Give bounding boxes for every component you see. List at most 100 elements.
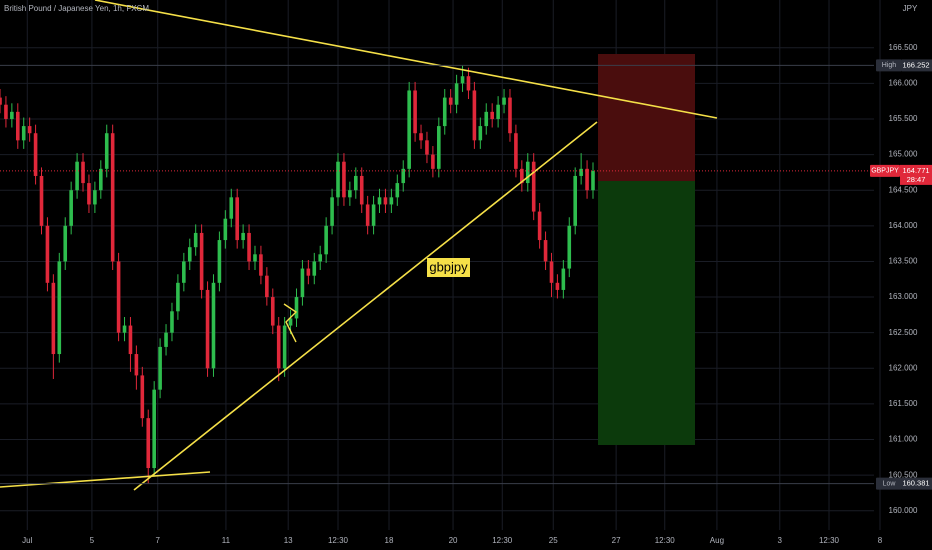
candle-body [579,168,583,176]
y-tick-label: 166.000 [889,78,918,87]
x-tick-label: 8 [878,536,883,545]
x-tick-label: 12:30 [655,536,676,545]
candle-body [134,354,139,376]
price-tag [902,59,932,72]
x-tick-label: Aug [710,536,724,545]
candle-body [75,161,79,191]
candle-body [365,204,370,226]
candle-body [63,225,68,262]
candle-body [176,282,180,312]
candle-body [425,140,429,155]
candle-body [265,275,269,298]
candle-body [312,261,317,276]
candle-body [561,268,566,290]
candle-body [57,261,62,355]
candle-body [164,332,168,347]
price-tag-text: 166.252 [902,60,929,69]
candle-body [276,325,281,369]
candle-body [170,311,174,333]
candle-body [187,247,192,262]
candle-body [383,197,388,205]
y-tick-label: 165.500 [889,114,918,123]
candle-body [99,168,103,191]
candle-body [69,190,73,226]
candle-body [437,126,441,169]
last-tag-name-text: GBPJPY [871,168,899,175]
candle-body [193,232,198,248]
candle-body [359,175,364,205]
candle-body [478,126,483,141]
trend-line [94,0,718,119]
x-tick-label: 7 [156,536,161,545]
candle-body [401,168,406,184]
price-tag-text: 160.381 [902,479,929,488]
candles [0,65,595,484]
candle-body [253,254,257,262]
candle-body [235,197,239,241]
price-tag-name [876,477,902,490]
x-tick-label: 3 [778,536,783,545]
y-tick-label: 162.000 [889,363,918,372]
candle-body [454,83,459,105]
candle-body [282,325,287,369]
candle-body [182,261,186,283]
y-tick-label: 166.500 [889,43,918,52]
candle-body [229,197,234,219]
price-tag-name-text: High [882,62,897,69]
candle-body [348,190,352,198]
y-tick-label: 163.500 [889,257,918,266]
candle-body [377,197,382,205]
candle-body [448,97,453,105]
candle-body [442,97,447,127]
x-tick-label: 11 [222,536,231,545]
candle-body [520,168,524,184]
candle-body [324,225,328,255]
candle-body [270,297,275,326]
candle-body [353,175,358,191]
candle-body [140,375,145,419]
candle-body [472,90,477,141]
candle-body [0,97,2,105]
last-tag-name [870,164,900,177]
annotation-box [427,258,470,277]
y-tick-label: 164.000 [889,221,918,230]
price-tag [902,477,932,490]
candle-body [460,76,465,84]
candle-body [336,161,340,198]
candle-body [15,111,20,141]
candle-body [407,90,411,169]
y-tick-label: 165.000 [889,150,918,159]
chart-title: British Pound / Japanese Yen, 1h, FXCM [4,4,149,13]
candle-body [45,225,50,283]
stop-zone [598,54,695,181]
candle-body [531,161,536,212]
trend-line [0,471,211,488]
x-tick-label: 13 [284,536,293,545]
candle-body [33,133,38,176]
candle-body [466,76,471,91]
candle-body [288,318,293,326]
candle-body [247,232,251,262]
candle-body [87,183,91,205]
x-tick-label: 12:30 [492,536,513,545]
candle-body [537,211,542,241]
candle-body [241,232,245,241]
candle-body [431,154,435,169]
candle-body [39,175,44,226]
target-zone [598,181,695,445]
y-tick-label: 161.000 [889,435,918,444]
candle-body [122,325,127,333]
x-tick-label: 27 [612,536,621,545]
candle-body [152,389,156,469]
candle-body [555,282,560,290]
y-tick-label: 163.000 [889,292,918,301]
candle-body [21,126,26,141]
candle-body [10,111,14,119]
candle-body [27,126,32,134]
candle-body [104,133,109,169]
candle-body [128,325,133,355]
candle-body [525,161,530,184]
y-tick-label: 161.500 [889,399,918,408]
